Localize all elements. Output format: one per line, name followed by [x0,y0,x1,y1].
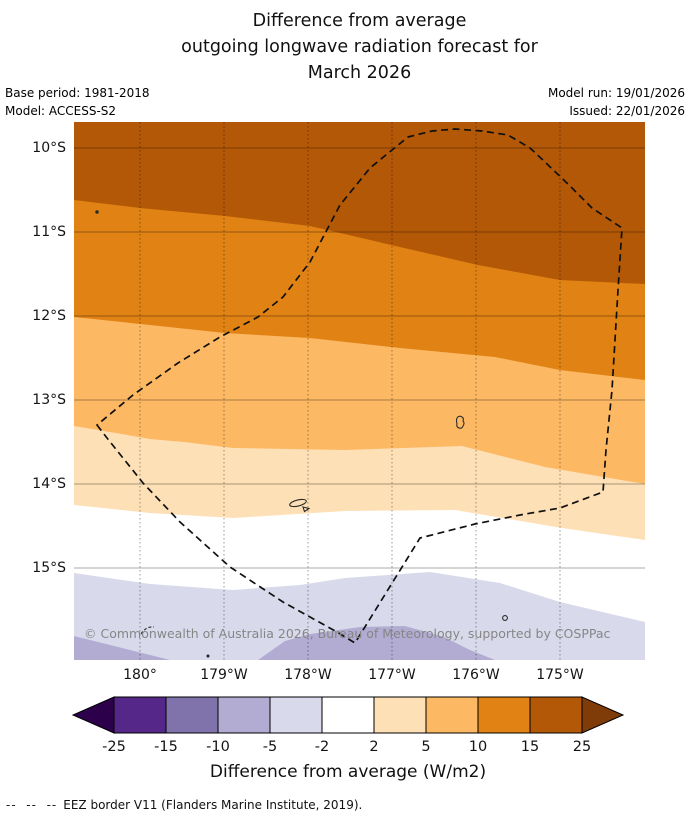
title-line-2: outgoing longwave radiation forecast for [181,37,538,57]
island-coastlines [95,210,508,658]
meta-right: Model run: 19/01/2026 Issued: 22/01/2026 [548,84,685,120]
colorbar-seg-5-10 [425,696,479,734]
model-run-text: Model run: 19/01/2026 [547,86,685,100]
cbar-tick-5: 5 [421,739,430,755]
lat-tick-14s: 14°S [32,476,66,492]
page-title: Difference from average outgoing longwav… [74,8,645,86]
latitude-gridlines [74,147,645,569]
cbar-tick-m25: -25 [102,739,126,755]
issued-text: Issued: 22/01/2026 [569,104,685,118]
eez-legend: -- -- -- EEZ border V11 (Flanders Marine … [6,798,362,812]
meta-left: Base period: 1981-2018 Model: ACCESS-S2 [5,84,150,120]
alofi-island-outline [302,506,311,513]
colorbar-seg-m10-m5 [217,696,271,734]
olr-anomaly-map: © Commonwealth of Australia 2026, Bureau… [74,122,645,660]
cbar-tick-2: 2 [369,739,378,755]
contour-band-m5-m2 [74,572,645,660]
futuna-island-outline [289,498,307,508]
lat-tick-11s: 11°S [32,224,66,240]
lat-tick-12s: 12°S [32,308,66,324]
lon-tick-180: 180° [123,667,157,683]
colorbar-seg-m5-m2 [269,696,323,734]
lon-tick-177w: 177°W [368,667,416,683]
colorbar-under-arrow [71,696,115,734]
lat-tick-13s: 13°S [32,392,66,408]
contour-band-m10-m5-central [258,626,495,660]
copyright-text: © Commonwealth of Australia 2026, Bureau… [84,626,610,641]
cbar-tick-m2: -2 [315,739,329,755]
lon-tick-175w: 175°W [536,667,584,683]
lon-tick-179w: 179°W [200,667,248,683]
cbar-tick-m10: -10 [206,739,230,755]
cbar-tick-15: 15 [521,739,539,755]
cbar-tick-m15: -15 [154,739,178,755]
colorbar-seg-m15-m10 [165,696,219,734]
colorbar-ticks: -25 -15 -10 -5 -2 2 5 10 15 25 [102,739,591,755]
title-line-3: March 2026 [307,63,412,83]
cbar-tick-m5: -5 [263,739,277,755]
islet-dot-north [95,210,99,214]
eez-border-line [96,128,623,644]
island-circle-southeast [502,615,508,621]
model-text: Model: ACCESS-S2 [5,104,117,118]
cbar-tick-10: 10 [469,739,487,755]
colorbar-seg-15-25 [529,696,583,734]
base-period-text: Base period: 1981-2018 [5,86,150,100]
eez-dash-sample: -- -- -- [6,798,58,812]
colorbar-seg-m25-m15 [113,696,167,734]
contour-band-m10-m5-west [74,636,170,660]
colorbar: -25 -15 -10 -5 -2 2 5 10 15 25 [71,696,625,755]
coastline-fragment-southwest [140,626,155,635]
cbar-tick-25: 25 [573,739,591,755]
islet-dot-south [206,654,210,658]
title-line-1: Difference from average [252,11,467,31]
colorbar-seg-m2-2 [321,696,375,734]
wallis-island-outline [455,415,465,429]
eez-legend-label: EEZ border V11 (Flanders Marine Institut… [63,798,363,812]
lon-tick-176w: 176°W [452,667,500,683]
colorbar-seg-2-5 [373,696,427,734]
lat-tick-10s: 10°S [32,140,66,156]
lon-tick-178w: 178°W [284,667,332,683]
colorbar-label: Difference from average (W/m2) [209,762,487,782]
lat-tick-15s: 15°S [32,560,66,576]
colorbar-over-arrow [581,696,625,734]
colorbar-seg-10-15 [477,696,531,734]
